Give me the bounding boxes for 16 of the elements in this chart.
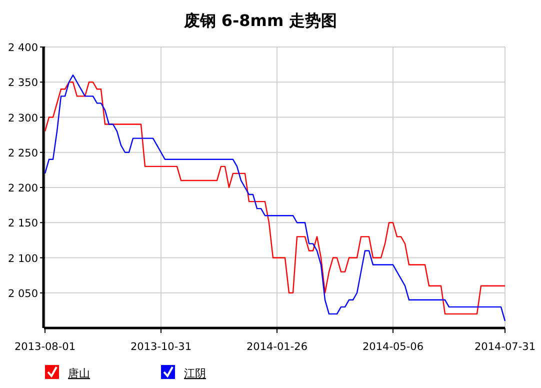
- y-tick-label: 2 050: [8, 288, 38, 300]
- legend-label: 江阴: [184, 367, 206, 380]
- y-tick-label: 2 300: [8, 112, 38, 124]
- y-tick-label: 2 400: [8, 42, 38, 54]
- y-tick-label: 2 100: [8, 252, 38, 265]
- x-tick-label: 2014-01-26: [246, 341, 308, 353]
- legend-label: 唐山: [68, 367, 90, 380]
- x-tick-label: 2013-10-31: [130, 341, 192, 353]
- x-tick-label: 2014-05-06: [362, 341, 424, 353]
- chart-title: 废钢 6-8mm 走势图: [182, 11, 338, 30]
- y-tick-label: 2 350: [8, 77, 38, 90]
- x-tick-label: 2014-07-31: [474, 341, 536, 353]
- y-tick-label: 2 250: [8, 147, 38, 160]
- y-tick-label: 2 200: [8, 182, 38, 194]
- y-tick-label: 2 150: [8, 218, 38, 230]
- x-tick-label: 2013-08-01: [14, 341, 76, 353]
